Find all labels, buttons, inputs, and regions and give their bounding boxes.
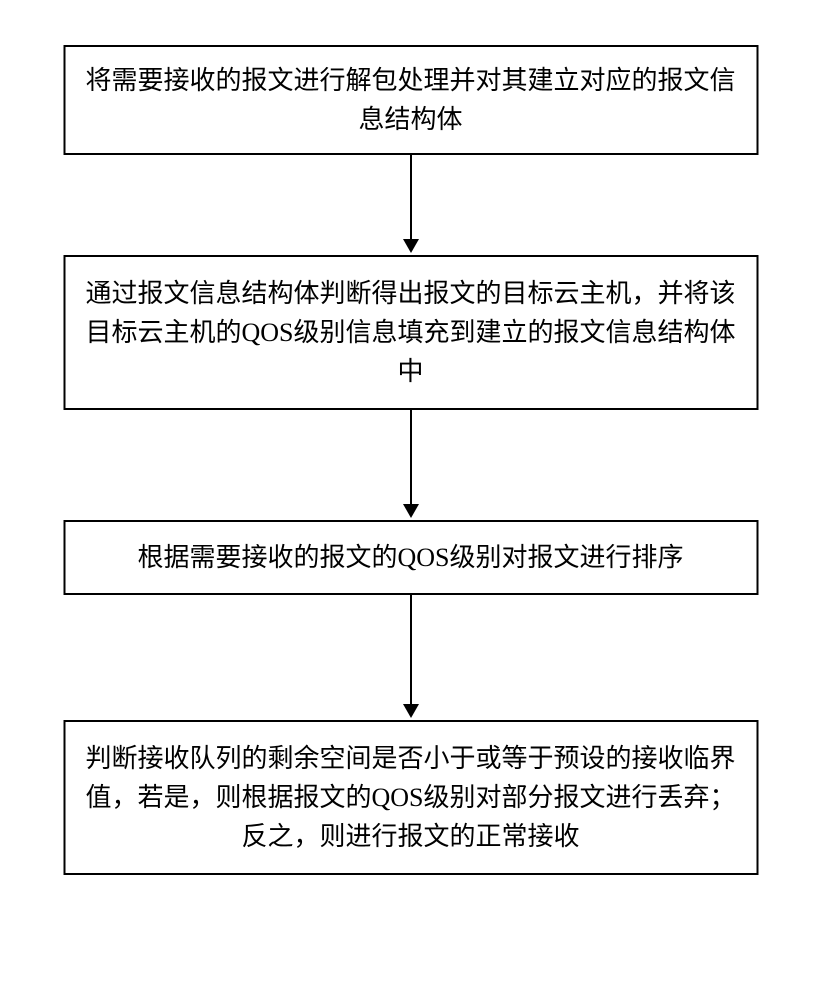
flowchart-arrow-2 [403, 410, 419, 518]
arrow-line [410, 410, 412, 505]
arrow-line [410, 595, 412, 705]
flowchart-box-2: 通过报文信息结构体判断得出报文的目标云主机，并将该目标云主机的QOS级别信息填充… [63, 255, 758, 410]
flowchart-box-2-text: 通过报文信息结构体判断得出报文的目标云主机，并将该目标云主机的QOS级别信息填充… [85, 274, 736, 391]
arrow-head-icon [403, 239, 419, 253]
flowchart-box-3-text: 根据需要接收的报文的QOS级别对报文进行排序 [137, 538, 683, 577]
flowchart-box-3: 根据需要接收的报文的QOS级别对报文进行排序 [63, 520, 758, 595]
flowchart-box-4: 判断接收队列的剩余空间是否小于或等于预设的接收临界值，若是，则根据报文的QOS级… [63, 720, 758, 875]
flowchart-box-1-text: 将需要接收的报文进行解包处理并对其建立对应的报文信息结构体 [85, 61, 736, 139]
flowchart-box-1: 将需要接收的报文进行解包处理并对其建立对应的报文信息结构体 [63, 45, 758, 155]
arrow-head-icon [403, 704, 419, 718]
flowchart-container: 将需要接收的报文进行解包处理并对其建立对应的报文信息结构体 通过报文信息结构体判… [0, 0, 821, 1000]
flowchart-arrow-1 [403, 155, 419, 253]
flowchart-box-4-text: 判断接收队列的剩余空间是否小于或等于预设的接收临界值，若是，则根据报文的QOS级… [85, 739, 736, 856]
arrow-line [410, 155, 412, 240]
arrow-head-icon [403, 504, 419, 518]
flowchart-arrow-3 [403, 595, 419, 718]
